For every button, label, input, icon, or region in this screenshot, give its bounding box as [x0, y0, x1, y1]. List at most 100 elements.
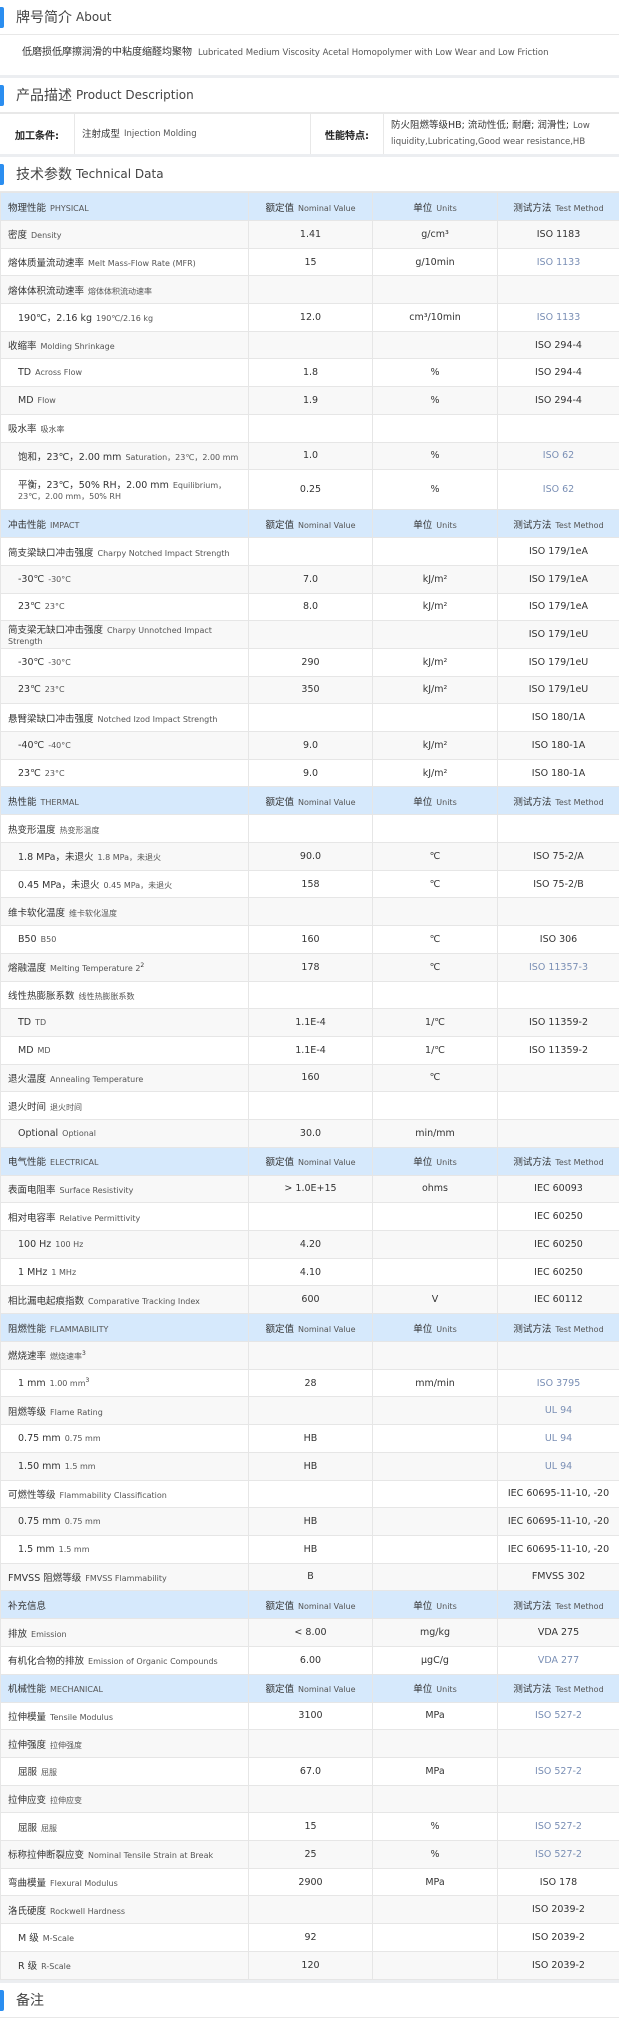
test-method-link[interactable]: ISO 62 — [498, 442, 619, 470]
test-method-link[interactable]: ISO 3795 — [498, 1369, 619, 1397]
property-cell: -30℃-30°C — [1, 565, 249, 593]
property-cell: 热变形温度热变形温度 — [1, 815, 249, 843]
test-method: IEC 60250 — [498, 1203, 619, 1231]
test-method: ISO 75-2/B — [498, 870, 619, 898]
test-method-header-cn: 测试方法 — [513, 1324, 551, 1335]
unit — [373, 815, 498, 843]
nominal-value: 1.0 — [249, 442, 373, 470]
nominal-value: 160 — [249, 1064, 373, 1092]
property-cn: B50 — [18, 934, 37, 945]
property-cn: 熔体体积流动速率 — [8, 286, 84, 297]
test-method-link[interactable]: ISO 11357-3 — [498, 953, 619, 981]
nominal-value: 30.0 — [249, 1119, 373, 1147]
about-text-cn: 低磨损低摩擦润滑的中粘度缩醛均聚物 — [22, 47, 192, 58]
property-cell: 维卡软化温度维卡软化温度 — [1, 898, 249, 926]
property-en: 1 MHz — [51, 1268, 76, 1277]
test-method: ISO 294-4 — [498, 359, 619, 387]
property-en: 屈服 — [41, 1824, 57, 1833]
nominal-value-header-en: Nominal Value — [298, 798, 356, 807]
category-cn: 阻燃性能 — [8, 1324, 46, 1335]
nominal-value: 2900 — [249, 1868, 373, 1896]
nominal-value — [249, 981, 373, 1009]
unit — [373, 981, 498, 1009]
unit: ohms — [373, 1175, 498, 1203]
nominal-value: 350 — [249, 676, 373, 704]
unit — [373, 1231, 498, 1259]
property-cn: 平衡，23℃，50% RH，2.00 mm — [18, 480, 169, 491]
property-en: Melt Mass-Flow Rate (MFR) — [88, 259, 196, 268]
test-method-link[interactable]: UL 94 — [498, 1397, 619, 1425]
test-method-link[interactable]: ISO 527-2 — [498, 1841, 619, 1869]
nominal-value: 160 — [249, 926, 373, 954]
test-method-link[interactable]: ISO 527-2 — [498, 1702, 619, 1730]
nominal-value-header-cn: 额定值 — [265, 1684, 294, 1695]
about-title-cn: 牌号简介 — [16, 7, 72, 27]
table-row: 拉伸应变拉伸应变 — [1, 1785, 619, 1813]
test-method-link[interactable]: ISO 62 — [498, 470, 619, 510]
unit — [373, 276, 498, 304]
property-en: M-Scale — [43, 1934, 74, 1943]
property-en: -30°C — [48, 575, 71, 584]
category-cn: 机械性能 — [8, 1684, 46, 1695]
feature-label: 性能特点: — [311, 114, 384, 154]
test-method-link[interactable]: UL 94 — [498, 1452, 619, 1480]
units-header-cn: 单位 — [413, 520, 432, 531]
nominal-value: 1.41 — [249, 221, 373, 249]
property-cn: MD — [18, 395, 34, 406]
property-en: Charpy Notched Impact Strength — [98, 549, 230, 558]
nominal-value: HB — [249, 1508, 373, 1536]
test-method-link[interactable]: VDA 277 — [498, 1646, 619, 1674]
property-en: Nominal Tensile Strain at Break — [88, 1851, 213, 1860]
property-cn: 190℃，2.16 kg — [18, 313, 92, 324]
test-method-link[interactable]: ISO 527-2 — [498, 1758, 619, 1786]
category-en: THERMAL — [41, 798, 79, 807]
accent-bar — [0, 85, 4, 106]
test-method: ISO 178 — [498, 1868, 619, 1896]
unit: ℃ — [373, 870, 498, 898]
process-en: Injection Molding — [124, 127, 197, 142]
nominal-value: 25 — [249, 1841, 373, 1869]
property-cn: 熔体质量流动速率 — [8, 258, 84, 269]
test-method: IEC 60250 — [498, 1258, 619, 1286]
about-title-en: About — [76, 10, 111, 24]
property-en: 燃烧速率 — [50, 1352, 82, 1361]
test-method-link[interactable]: ISO 1133 — [498, 248, 619, 276]
description-title-en: Product Description — [76, 88, 194, 102]
unit — [373, 1425, 498, 1453]
nominal-value: 600 — [249, 1286, 373, 1314]
test-method-header-cn: 测试方法 — [513, 520, 551, 531]
test-method-link[interactable]: UL 94 — [498, 1425, 619, 1453]
property-en: 拉伸应变 — [50, 1796, 82, 1805]
property-en: 屈服 — [41, 1768, 57, 1777]
nominal-value — [249, 704, 373, 732]
property-en: Annealing Temperature — [50, 1075, 143, 1084]
nominal-value: 158 — [249, 870, 373, 898]
footnote-marker: 3 — [82, 1350, 86, 1357]
property-cn: 100 Hz — [18, 1239, 51, 1250]
property-en: Flame Rating — [50, 1408, 103, 1417]
test-method-link[interactable]: ISO 1133 — [498, 304, 619, 332]
test-method-link[interactable]: ISO 527-2 — [498, 1813, 619, 1841]
nominal-value: 7.0 — [249, 565, 373, 593]
nominal-value — [249, 1896, 373, 1924]
